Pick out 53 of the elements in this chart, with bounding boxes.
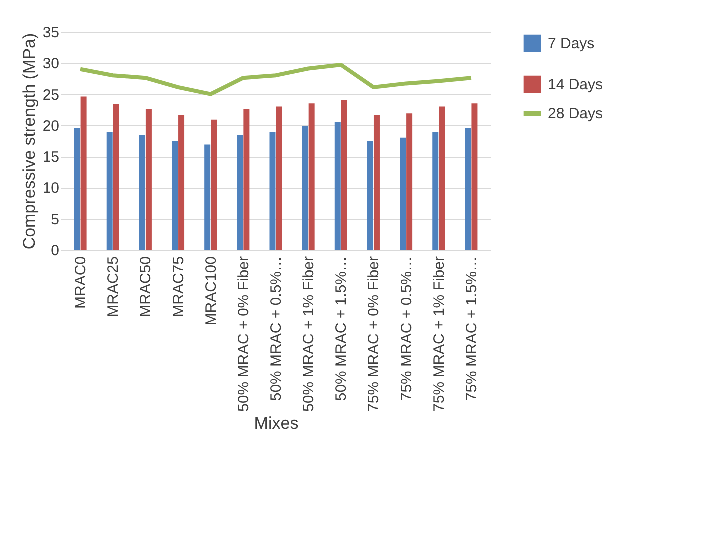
bar <box>400 138 406 250</box>
bar <box>406 114 413 250</box>
y-tick-label: 5 <box>51 211 60 228</box>
bar <box>139 135 146 250</box>
bar <box>211 120 218 250</box>
x-tick-label: MRAC100 <box>202 256 220 326</box>
bar <box>244 109 250 250</box>
x-tick-label: MRAC0 <box>72 256 90 310</box>
x-tick-label: 50% MRAC + 0% Fiber <box>235 256 252 412</box>
x-tick-label: 50% MRAC + 1% Fiber <box>300 256 318 412</box>
bar <box>472 104 478 250</box>
y-tick-label: 35 <box>42 24 60 42</box>
bar <box>465 128 472 250</box>
bar <box>341 100 348 250</box>
x-tick-label: 75% MRAC + 1% Fiber <box>430 256 448 412</box>
bar <box>237 135 244 250</box>
y-tick-label: 20 <box>42 118 60 135</box>
bar <box>374 115 380 250</box>
x-tick-label: 75% MRAC + 0% Fiber <box>366 256 383 412</box>
x-tick-label: 75% MRAC + 0.5%… <box>398 256 416 402</box>
x-tick-label: MRAC75 <box>170 256 188 318</box>
bar <box>302 126 308 250</box>
bar <box>270 132 276 250</box>
y-axis-title: Compressive strength (MPa) <box>20 33 39 250</box>
bar <box>432 132 439 250</box>
x-tick-label: 50% MRAC + 1.5%… <box>333 256 350 402</box>
y-tick-label: 30 <box>42 56 60 73</box>
bar <box>178 115 185 250</box>
x-tick-label: 50% MRAC + 0.5%… <box>268 256 285 402</box>
bar <box>74 128 80 250</box>
bar <box>80 96 87 250</box>
y-tick-label: 0 <box>51 242 60 260</box>
bar <box>172 141 178 250</box>
x-tick-label: MRAC50 <box>138 256 155 318</box>
y-tick-label: 25 <box>42 86 60 104</box>
bar <box>204 144 211 250</box>
bar <box>146 109 152 250</box>
x-axis-title: Mixes <box>254 414 299 433</box>
legend-label: 28 Days <box>548 106 604 122</box>
bar <box>276 106 282 250</box>
line-series <box>78 63 474 96</box>
y-tick-label: 15 <box>42 149 60 166</box>
x-tick-label: 75% MRAC + 1.5%… <box>463 256 480 402</box>
bar <box>367 141 374 250</box>
y-tick-label: 10 <box>42 180 60 198</box>
bar <box>308 104 315 250</box>
x-tick-label: MRAC25 <box>105 256 122 318</box>
bar <box>334 122 341 250</box>
legend-label: 7 Days <box>548 36 595 52</box>
legend-label: 14 Days <box>548 76 604 94</box>
bar <box>106 132 113 250</box>
bar <box>439 106 446 250</box>
bar <box>113 104 120 250</box>
